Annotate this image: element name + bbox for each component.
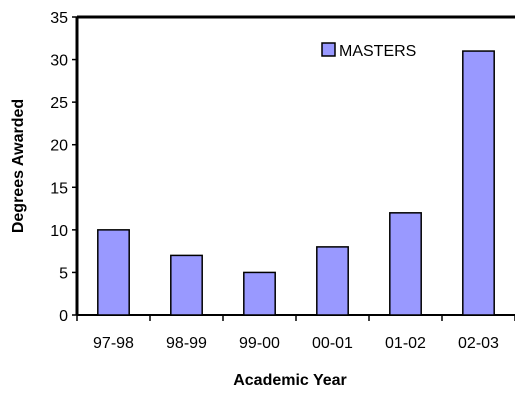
- y-tick-label: 5: [59, 265, 68, 282]
- y-tick-label: 35: [50, 10, 68, 27]
- bar: [462, 50, 495, 316]
- plot-frame: [75, 15, 515, 316]
- y-tick-label: 15: [50, 180, 68, 197]
- x-tick-label: 99-00: [239, 335, 280, 352]
- x-tick-label: 97-98: [93, 335, 134, 352]
- x-tick-label: 01-02: [385, 335, 426, 352]
- y-tick-label: 30: [50, 53, 68, 70]
- bar: [243, 271, 276, 316]
- legend-swatch-masters: [321, 42, 336, 57]
- y-tick-label: 20: [50, 138, 68, 155]
- y-tick-label: 0: [59, 308, 68, 325]
- x-tick-label: 02-03: [458, 335, 499, 352]
- bar: [389, 212, 422, 316]
- y-tick-label: 25: [50, 95, 68, 112]
- y-axis: 0 5 10 15 20 25 30 35: [50, 10, 77, 325]
- y-tick-label: 10: [50, 223, 68, 240]
- y-axis-title: Degrees Awarded: [10, 99, 27, 233]
- x-axis-title: Academic Year: [233, 372, 347, 389]
- legend-label-masters: MASTERS: [339, 43, 416, 60]
- x-tick-label: 00-01: [312, 335, 353, 352]
- bar: [97, 229, 130, 316]
- legend: MASTERS: [321, 42, 416, 60]
- bar: [316, 246, 349, 316]
- x-axis: 97-98 98-99 99-00 00-01 01-02 02-03: [76, 315, 515, 352]
- bar-series: [97, 50, 495, 316]
- bar: [170, 254, 203, 316]
- x-tick-label: 98-99: [166, 335, 207, 352]
